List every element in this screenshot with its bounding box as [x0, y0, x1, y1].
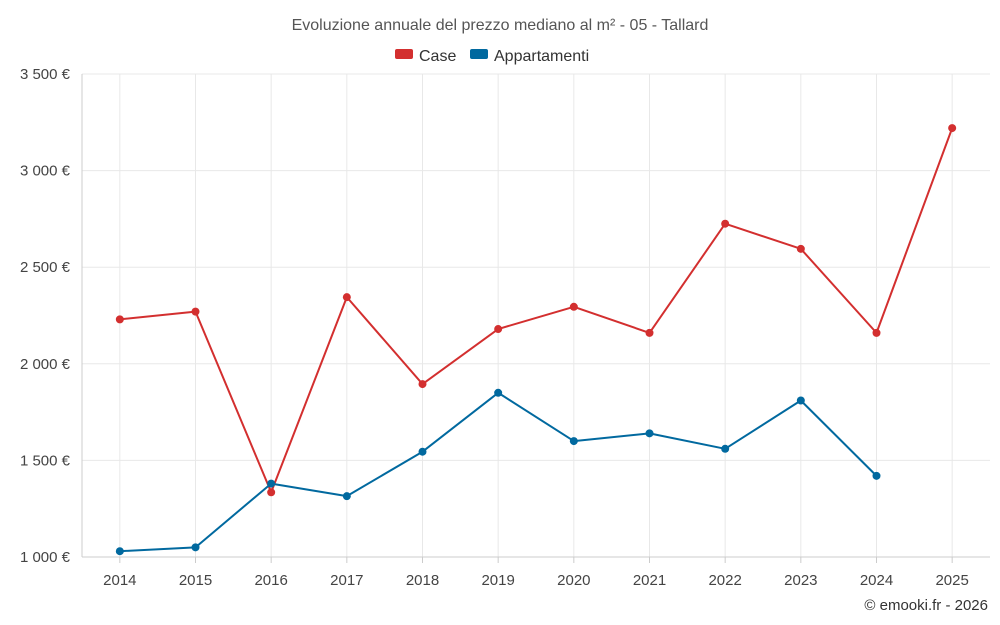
data-point-case: [494, 325, 503, 334]
x-tick-label: 2021: [633, 572, 666, 589]
series-appartamenti: [115, 388, 881, 556]
data-point-case: [267, 488, 276, 497]
data-point-appartamenti: [418, 447, 427, 456]
chart-title: Evoluzione annuale del prezzo mediano al…: [292, 17, 709, 34]
legend-label-case: Case: [419, 48, 456, 65]
x-tick-label: 2017: [330, 572, 363, 589]
data-point-case: [115, 315, 124, 324]
series-case: [115, 124, 957, 497]
legend-swatch-appartamenti: [470, 49, 488, 59]
data-point-appartamenti: [796, 396, 805, 405]
data-point-appartamenti: [342, 492, 351, 501]
data-point-case: [569, 302, 578, 311]
data-point-case: [342, 293, 351, 302]
x-tick-label: 2015: [179, 572, 212, 589]
x-tick-label: 2016: [254, 572, 287, 589]
y-tick-label: 3 000 €: [20, 163, 71, 180]
y-tick-label: 1 000 €: [20, 549, 71, 566]
grid-lines: [82, 73, 990, 558]
data-point-appartamenti: [115, 547, 124, 556]
x-tick-label: 2014: [103, 572, 136, 589]
data-point-case: [191, 307, 200, 316]
x-tick-label: 2018: [406, 572, 439, 589]
data-point-appartamenti: [191, 543, 200, 552]
y-tick-label: 3 500 €: [20, 66, 71, 83]
x-tick-label: 2022: [708, 572, 741, 589]
data-point-case: [872, 328, 881, 337]
legend: Case Appartamenti: [395, 48, 589, 65]
data-point-case: [645, 328, 654, 337]
y-axis: 1 000 € 1 500 € 2 000 € 2 500 € 3 000 € 3 500…: [20, 66, 83, 566]
y-tick-label: 1 500 €: [20, 452, 71, 469]
data-point-case: [948, 124, 957, 133]
series-layer: [115, 124, 957, 556]
x-axis: 2014 2015 2016 2017 2018 2019 2020 2021 2022 2023…: [82, 556, 990, 589]
legend-label-appartamenti: Appartamenti: [494, 48, 589, 65]
data-point-appartamenti: [569, 437, 578, 446]
x-tick-label: 2019: [481, 572, 514, 589]
x-tick-label: 2020: [557, 572, 590, 589]
x-tick-label: 2025: [935, 572, 968, 589]
y-tick-label: 2 000 €: [20, 356, 71, 373]
data-point-appartamenti: [267, 479, 276, 488]
legend-swatch-case: [395, 49, 413, 59]
data-point-case: [721, 219, 730, 228]
x-tick-label: 2023: [784, 572, 817, 589]
data-point-appartamenti: [872, 471, 881, 480]
x-tick-label: 2024: [860, 572, 893, 589]
data-point-appartamenti: [645, 429, 654, 438]
credit-text: © emooki.fr - 2026: [864, 597, 988, 614]
y-tick-label: 2 500 €: [20, 259, 71, 276]
data-point-case: [796, 244, 805, 253]
data-point-appartamenti: [494, 388, 503, 397]
series-line-case: [119, 127, 954, 494]
data-point-appartamenti: [721, 444, 730, 453]
data-point-case: [418, 380, 427, 389]
